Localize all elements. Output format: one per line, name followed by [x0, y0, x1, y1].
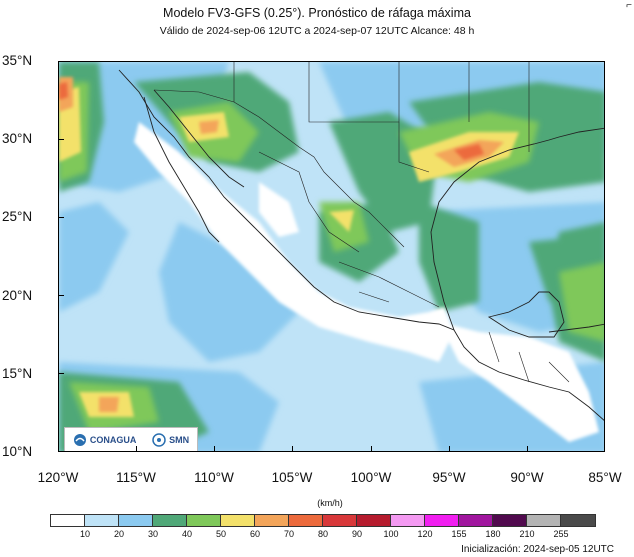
- smn-text: SMN: [169, 435, 190, 445]
- lon-label-105w: 105°W: [271, 470, 313, 485]
- smn-logo: SMN: [152, 433, 189, 447]
- colorbar-swatch: [561, 515, 595, 526]
- colorbar-tick-label: 30: [147, 529, 159, 539]
- lon-label-115w: 115°W: [116, 470, 156, 485]
- colorbar-swatch: [391, 515, 425, 526]
- colorbar-swatch: [85, 515, 119, 526]
- borders: [153, 62, 570, 383]
- conagua-text: CONAGUA: [89, 435, 137, 445]
- colorbar-swatch: [153, 515, 187, 526]
- colorbar-tick-label: 80: [317, 529, 329, 539]
- agency-logos: CONAGUA SMN: [64, 427, 198, 451]
- colorbar-tick-label: 90: [351, 529, 363, 539]
- gust-80-areas: [59, 82, 484, 160]
- colorbar-tick-label: 255: [553, 529, 569, 539]
- colorbar-units: (km/h): [317, 498, 343, 508]
- map-subtitle: Válido de 2024-sep-06 12UTC a 2024-sep-0…: [159, 25, 475, 37]
- colorbar-swatch: [425, 515, 459, 526]
- conagua-logo: CONAGUA: [73, 433, 137, 447]
- colorbar-tick-label: 70: [283, 529, 295, 539]
- colorbar: [50, 514, 596, 527]
- wind-gust-field: [59, 62, 604, 451]
- gust-10-areas: [134, 122, 599, 442]
- colorbar-swatch: [187, 515, 221, 526]
- lat-label-20: 20°N: [2, 288, 33, 303]
- colorbar-swatch: [493, 515, 527, 526]
- lat-label-15: 15°N: [2, 366, 33, 381]
- colorbar-tick-label: 180: [485, 529, 501, 539]
- colorbar-swatch: [357, 515, 391, 526]
- lon-label-110w: 110°W: [194, 470, 234, 485]
- colorbar-swatch: [459, 515, 493, 526]
- colorbar-tick-label: 210: [519, 529, 535, 539]
- lat-label-35: 35°N: [2, 53, 33, 68]
- lon-label-95w: 95°W: [432, 470, 466, 485]
- lat-label-10: 10°N: [2, 444, 33, 459]
- init-time: Inicialización: 2024-sep-05 12UTC: [461, 544, 614, 555]
- colorbar-tick-label: 10: [79, 529, 91, 539]
- colorbar-tick-label: 120: [417, 529, 433, 539]
- lon-label-90w: 90°W: [510, 470, 544, 485]
- lat-label-25: 25°N: [2, 209, 33, 224]
- map-title: Modelo FV3-GFS (0.25°). Pronóstico de rá…: [163, 6, 471, 20]
- lat-label-30: 30°N: [2, 131, 33, 146]
- forecast-map: CONAGUA SMN: [58, 61, 605, 452]
- lon-label-85w: 85°W: [588, 470, 622, 485]
- colorbar-tick-label: 20: [113, 529, 125, 539]
- lon-label-120w: 120°W: [37, 470, 79, 485]
- colorbar-swatch: [323, 515, 357, 526]
- conagua-icon: [73, 434, 86, 446]
- colorbar-tick-label: 40: [181, 529, 193, 539]
- colorbar-swatch: [221, 515, 255, 526]
- colorbar-swatch: [255, 515, 289, 526]
- coastlines: [118, 69, 604, 421]
- lon-label-100w: 100°W: [350, 470, 392, 485]
- smn-icon: [152, 433, 166, 447]
- corner-bracket-icon: ⌐: [626, 0, 632, 11]
- colorbar-swatch: [527, 515, 561, 526]
- colorbar-tick-label: 100: [383, 529, 399, 539]
- colorbar-tick-label: 50: [215, 529, 227, 539]
- colorbar-swatch: [51, 515, 85, 526]
- colorbar-swatch: [289, 515, 323, 526]
- colorbar-tick-label: 155: [451, 529, 467, 539]
- colorbar-tick-label: 60: [249, 529, 261, 539]
- colorbar-swatch: [119, 515, 153, 526]
